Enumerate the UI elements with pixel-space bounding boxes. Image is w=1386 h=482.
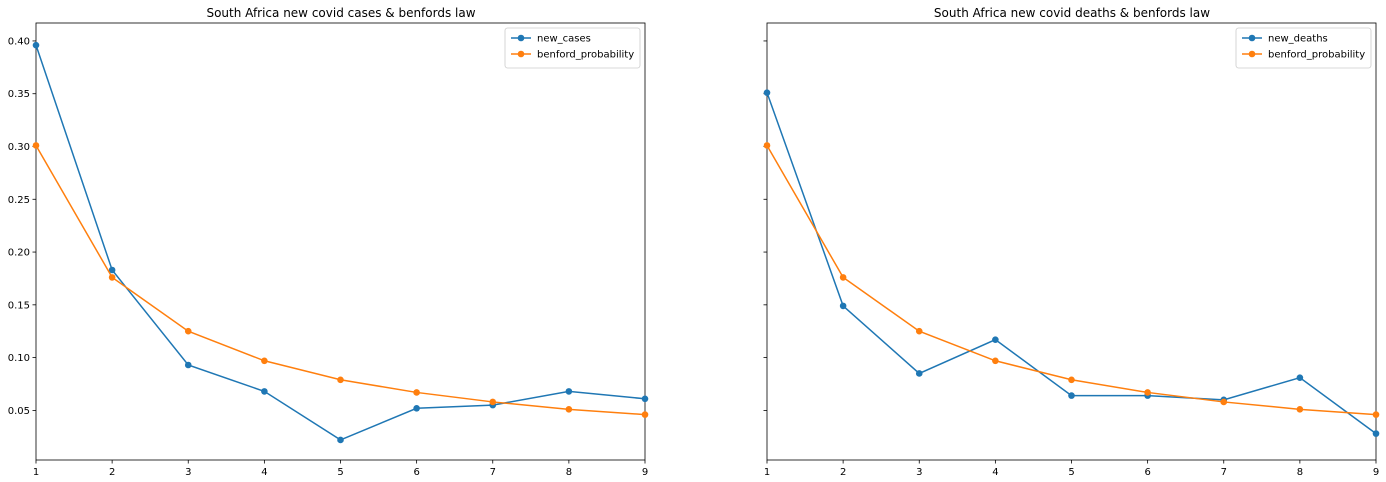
legend-label: new_cases [537, 34, 591, 45]
data-point [337, 436, 344, 444]
data-point [763, 89, 771, 96]
data-point [1144, 389, 1151, 396]
x-tick-label: 4 [261, 467, 267, 478]
data-point [108, 266, 116, 274]
x-tick-label: 8 [1297, 467, 1303, 478]
data-point [1372, 430, 1380, 437]
y-tick-label: 0.15 [8, 300, 30, 311]
x-tick-label: 9 [1373, 467, 1379, 478]
legend-label: benford_probability [1268, 50, 1365, 61]
x-tick-label: 6 [413, 467, 419, 478]
data-point [565, 388, 573, 395]
legend-swatch-marker [517, 50, 525, 58]
legend-label: new_deaths [1268, 34, 1328, 45]
x-tick-label: 7 [490, 467, 496, 478]
legend-box [504, 27, 641, 69]
data-point [32, 41, 40, 49]
series-benford_probability [763, 142, 1380, 418]
y-tick-label: 0.30 [8, 142, 30, 153]
data-point [641, 411, 649, 418]
data-point [641, 395, 649, 403]
x-tick-label: 3 [185, 467, 191, 478]
x-tick-label: 2 [840, 467, 846, 478]
data-point [1220, 398, 1228, 406]
x-tick-label: 7 [1221, 467, 1227, 478]
x-tick-label: 5 [1068, 467, 1074, 478]
data-point [489, 398, 497, 406]
x-tick-label: 2 [109, 467, 115, 478]
legend-swatch-marker [517, 34, 525, 42]
data-point [1296, 374, 1304, 381]
data-point [1372, 411, 1380, 418]
series-line [35, 145, 646, 416]
x-tick-label: 1 [33, 467, 39, 478]
legend: new_deaths benford_probability [1235, 27, 1372, 69]
data-point [915, 370, 923, 377]
data-point [337, 376, 344, 384]
x-tick-label: 3 [916, 467, 922, 478]
chart-new-cases: South Africa new covid cases & benfords … [8, 6, 649, 478]
data-point [839, 302, 847, 310]
x-tick-label: 1 [764, 467, 770, 478]
data-point [108, 274, 116, 281]
legend-swatch-marker [1248, 34, 1256, 42]
data-point [1068, 376, 1075, 384]
y-tick-label: 0.10 [8, 353, 30, 364]
chart-title: South Africa new covid deaths & benfords… [934, 6, 1210, 20]
data-point [261, 357, 268, 365]
data-point [261, 388, 268, 395]
data-point [839, 274, 847, 281]
data-point [565, 406, 573, 413]
x-tick-label: 6 [1144, 467, 1150, 478]
data-point [992, 357, 999, 365]
series-benford_probability [32, 142, 649, 418]
legend-label: benford_probability [537, 50, 634, 61]
data-point [992, 336, 999, 343]
y-tick-label: 0.25 [8, 195, 30, 206]
data-point [1296, 406, 1304, 413]
series-line [766, 145, 1377, 416]
y-tick-label: 0.35 [8, 89, 30, 100]
data-point [32, 142, 40, 149]
y-tick-label: 0.40 [8, 36, 30, 47]
data-point [1068, 392, 1075, 399]
legend-swatch-marker [1248, 50, 1256, 58]
data-point [763, 142, 771, 149]
chart-title: South Africa new covid cases & benfords … [206, 6, 475, 20]
x-tick-label: 4 [992, 467, 998, 478]
y-tick-label: 0.20 [8, 248, 30, 259]
legend: new_cases benford_probability [504, 27, 641, 69]
legend-box [1235, 27, 1372, 69]
x-tick-label: 5 [337, 467, 343, 478]
data-point [184, 361, 192, 369]
data-point [184, 327, 192, 335]
data-point [413, 389, 420, 396]
x-tick-label: 8 [566, 467, 572, 478]
data-point [915, 327, 923, 335]
data-point [413, 404, 420, 412]
y-tick-label: 0.05 [8, 406, 30, 417]
x-tick-label: 9 [642, 467, 648, 478]
chart-new-deaths: South Africa new covid deaths & benfords… [763, 6, 1380, 478]
series-new_deaths [763, 89, 1380, 437]
